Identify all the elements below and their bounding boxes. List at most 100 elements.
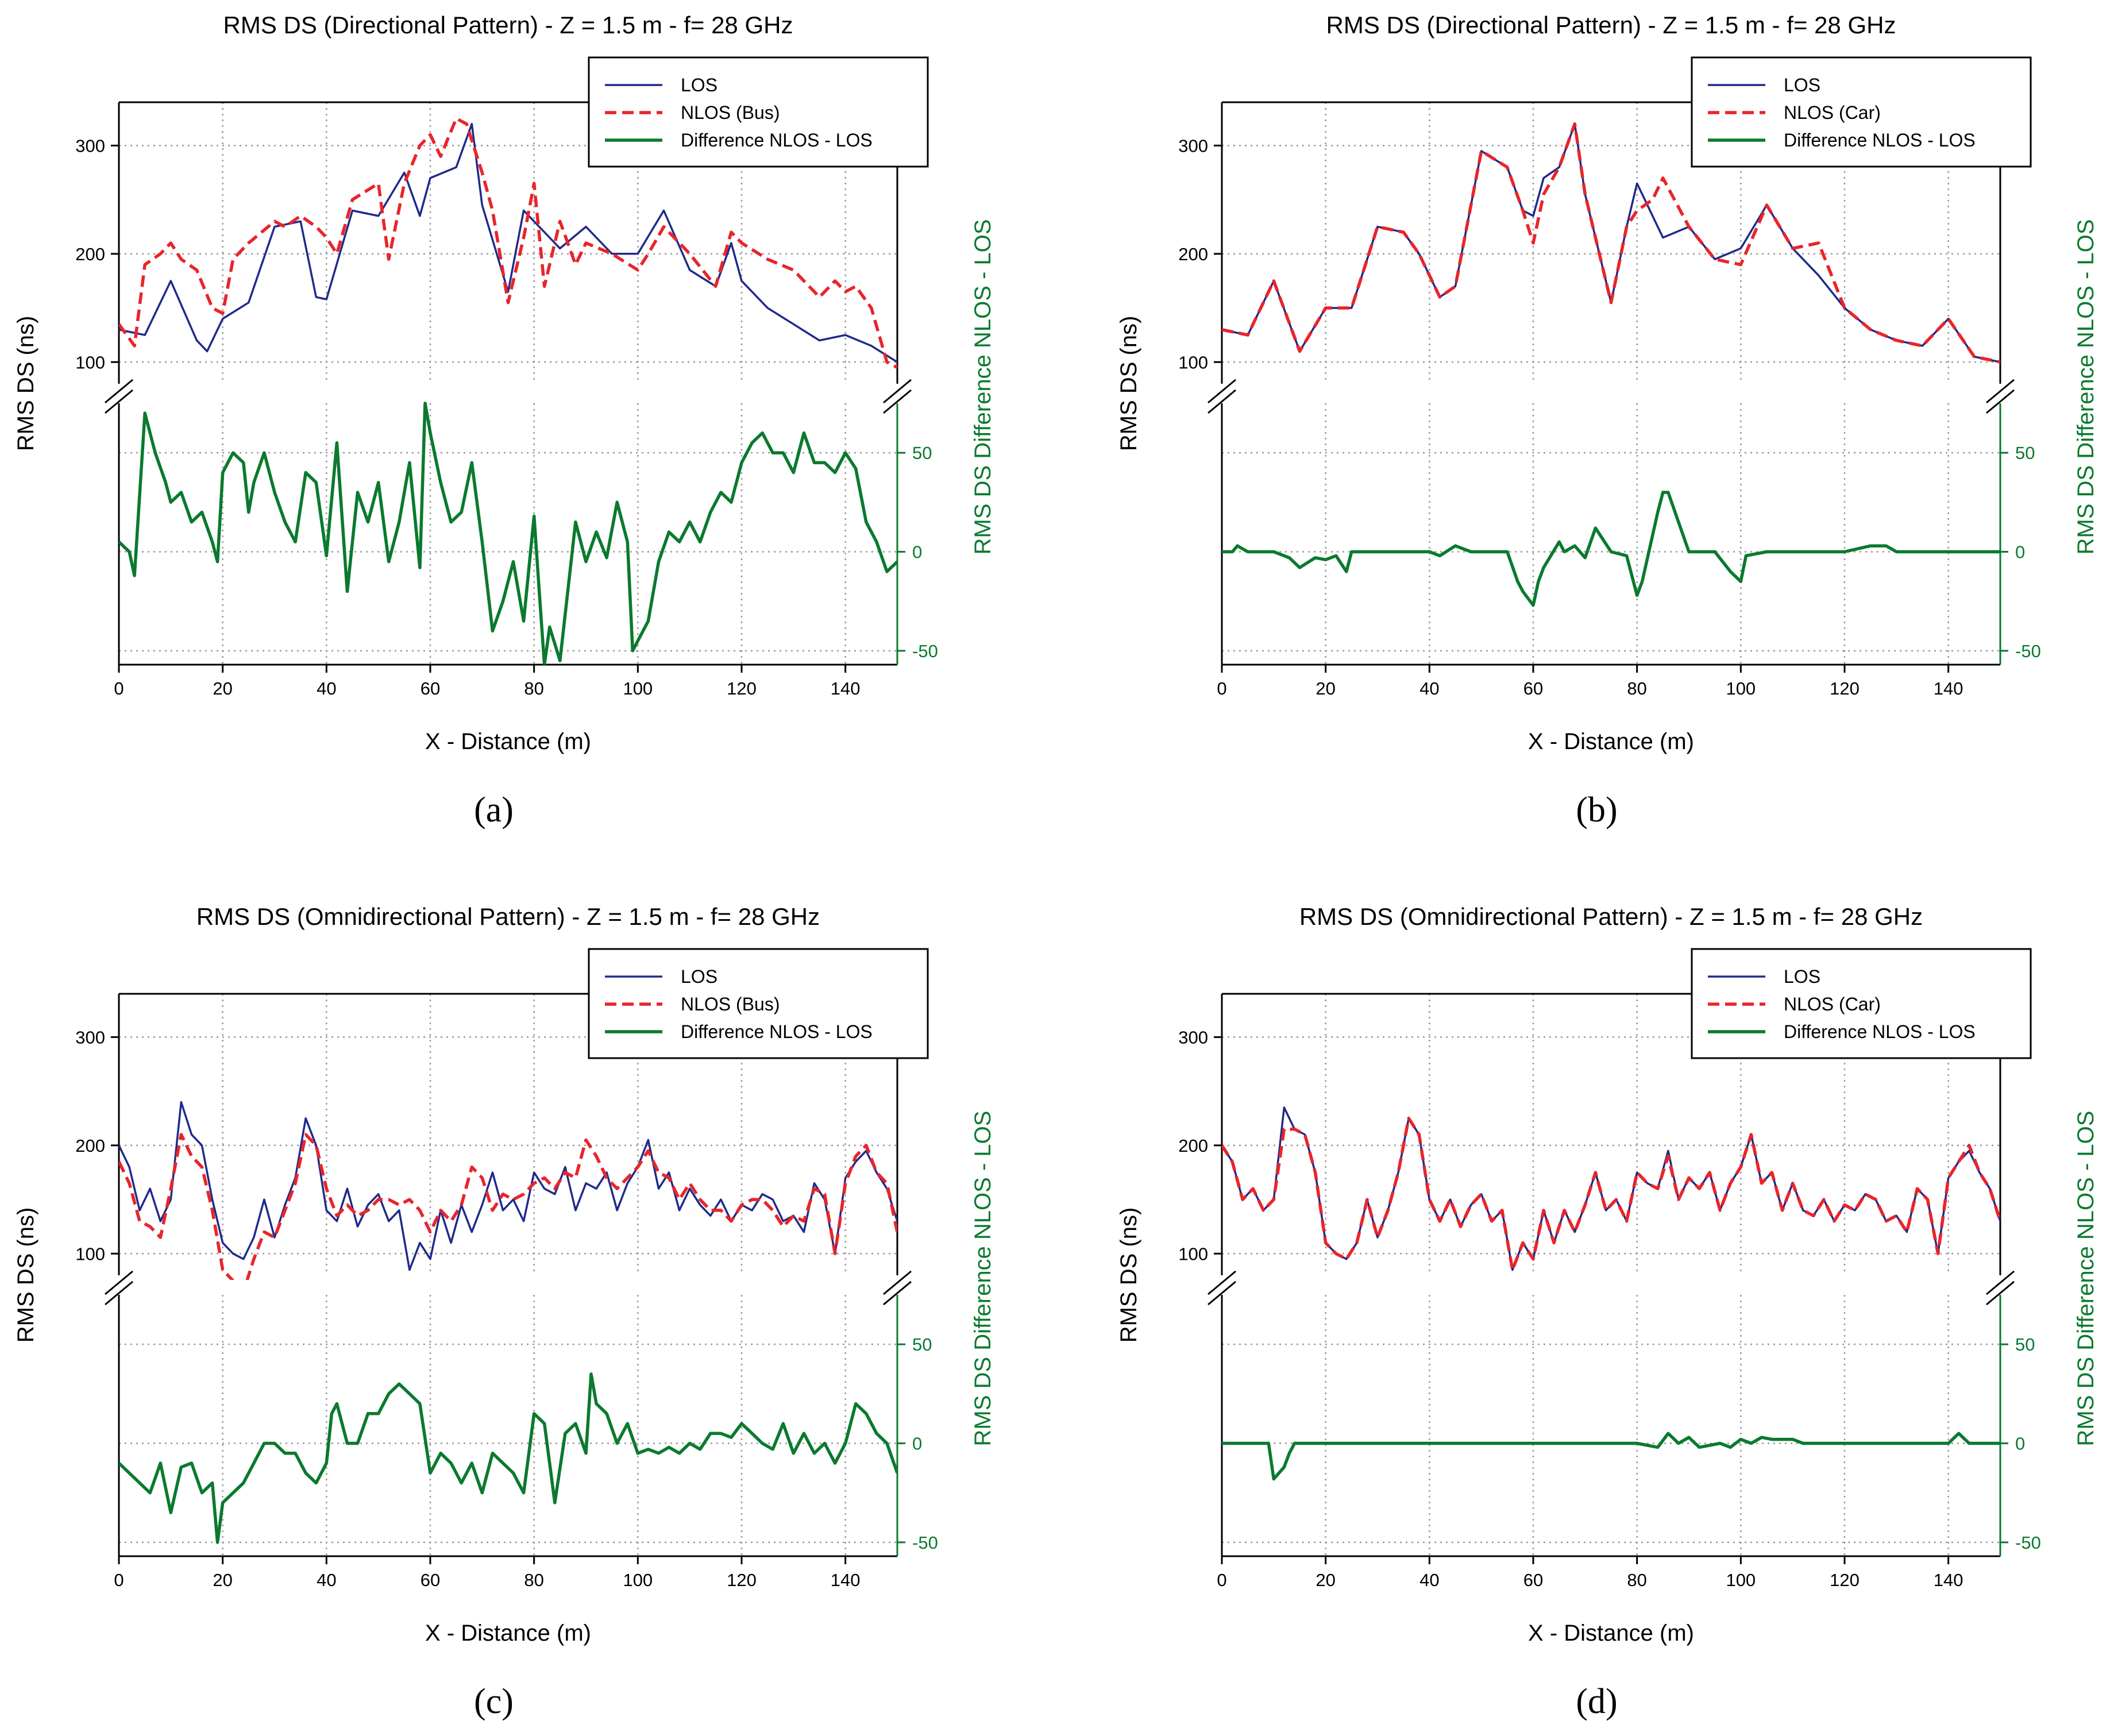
axis-break-left	[105, 1270, 133, 1295]
axis-break-right	[1986, 389, 2015, 414]
series-line-difference	[119, 402, 897, 665]
x-tick-label: 60	[421, 678, 440, 699]
y-tick-label-left: 300	[1178, 1027, 1208, 1047]
x-tick-label: 40	[317, 1570, 336, 1590]
panel-caption: (a)	[474, 790, 514, 830]
legend-entry: LOS	[1784, 966, 1820, 987]
y-tick-label-right: 0	[2015, 542, 2025, 562]
x-tick-label: 80	[1627, 1570, 1646, 1590]
axis-break-right	[883, 389, 912, 414]
y-axis-label-right: RMS DS Difference NLOS - LOS	[2073, 219, 2098, 555]
chart-panel-d: RMS DS (Omnidirectional Pattern) - Z = 1…	[1116, 903, 2098, 1721]
y-axis-label-right: RMS DS Difference NLOS - LOS	[970, 219, 996, 555]
y-tick-label-right: 50	[2015, 443, 2035, 463]
x-tick-label: 80	[1627, 678, 1646, 699]
axis-break-right	[1986, 1280, 2015, 1306]
y-tick-label-left: 300	[1178, 136, 1208, 156]
y-tick-label-right: -50	[912, 641, 938, 661]
y-axis-label-right: RMS DS Difference NLOS - LOS	[2073, 1111, 2098, 1446]
y-tick-label-right: -50	[912, 1533, 938, 1553]
x-tick-label: 80	[524, 1570, 543, 1590]
y-tick-label-right: -50	[2015, 1533, 2041, 1553]
axis-break-left	[1208, 379, 1236, 404]
y-tick-label-right: 0	[912, 1434, 922, 1454]
axis-break-left	[1208, 389, 1236, 414]
y-axis-label: RMS DS (ns)	[13, 1208, 38, 1343]
y-tick-label-left: 100	[75, 1244, 105, 1264]
legend-entry: Difference NLOS - LOS	[1784, 130, 1976, 151]
x-tick-label: 100	[623, 1570, 653, 1590]
y-tick-label-right: -50	[2015, 641, 2041, 661]
y-tick-label-right: 0	[912, 542, 922, 562]
x-tick-label: 40	[1419, 1570, 1439, 1590]
x-tick-label: 0	[1217, 678, 1226, 699]
x-tick-label: 100	[623, 678, 653, 699]
chart-title: RMS DS (Directional Pattern) - Z = 1.5 m…	[223, 11, 793, 38]
chart-panel-b: RMS DS (Directional Pattern) - Z = 1.5 m…	[1116, 11, 2098, 830]
axis-break-right	[883, 379, 912, 404]
x-tick-label: 20	[1316, 678, 1335, 699]
legend-entry: Difference NLOS - LOS	[681, 130, 873, 151]
series-line-difference	[119, 1372, 897, 1544]
x-tick-label: 60	[1523, 1570, 1543, 1590]
y-tick-label-right: 50	[2015, 1334, 2035, 1355]
y-tick-label-left: 200	[75, 244, 105, 264]
chart-title: RMS DS (Omnidirectional Pattern) - Z = 1…	[1299, 903, 1923, 930]
x-tick-label: 140	[831, 678, 861, 699]
axis-break-left	[1208, 1270, 1236, 1295]
legend-entry: NLOS (Car)	[1784, 102, 1881, 123]
y-tick-label-right: 50	[912, 1334, 932, 1355]
x-tick-label: 140	[831, 1570, 861, 1590]
x-tick-label: 0	[1217, 1570, 1226, 1590]
y-tick-label-left: 300	[75, 136, 105, 156]
x-tick-label: 0	[114, 1570, 124, 1590]
x-tick-label: 20	[213, 1570, 232, 1590]
y-tick-label-left: 100	[1178, 352, 1208, 372]
y-tick-label-left: 100	[75, 352, 105, 372]
x-tick-label: 20	[213, 678, 232, 699]
legend-entry: Difference NLOS - LOS	[1784, 1021, 1976, 1042]
x-tick-label: 140	[1934, 678, 1963, 699]
x-tick-label: 140	[1934, 1570, 1963, 1590]
y-tick-label-right: 0	[2015, 1434, 2025, 1454]
series-line-nlos	[1222, 1116, 2000, 1272]
x-tick-label: 120	[727, 1570, 757, 1590]
axis-break-right	[1986, 1270, 2015, 1295]
panel-caption: (b)	[1576, 790, 1617, 830]
y-axis-label: RMS DS (ns)	[13, 316, 38, 452]
y-axis-label: RMS DS (ns)	[1116, 1208, 1141, 1343]
axis-break-left	[105, 379, 133, 404]
legend-entry: LOS	[681, 75, 717, 95]
y-tick-label-right: 50	[912, 443, 932, 463]
axis-break-right	[1986, 379, 2015, 404]
series-line-los	[1222, 1106, 2000, 1271]
y-tick-label-left: 100	[1178, 1244, 1208, 1264]
x-tick-label: 60	[1523, 678, 1543, 699]
x-tick-label: 120	[1830, 1570, 1860, 1590]
x-tick-label: 20	[1316, 1570, 1335, 1590]
legend-entry: LOS	[681, 966, 717, 987]
x-tick-label: 100	[1726, 678, 1756, 699]
series-line-difference	[1222, 491, 2000, 607]
y-tick-label-left: 200	[75, 1136, 105, 1156]
x-tick-label: 120	[727, 678, 757, 699]
chart-panel-c: RMS DS (Omnidirectional Pattern) - Z = 1…	[13, 903, 996, 1721]
panel-caption: (c)	[474, 1682, 514, 1721]
axis-break-right	[883, 1270, 912, 1295]
legend-entry: NLOS (Bus)	[681, 102, 780, 123]
series-line-nlos	[1222, 122, 2000, 364]
series-line-nlos	[119, 1133, 897, 1280]
series-line-nlos	[119, 117, 897, 369]
axis-break-left	[1208, 1280, 1236, 1306]
y-tick-label-left: 200	[1178, 244, 1208, 264]
x-tick-label: 40	[317, 678, 336, 699]
y-tick-label-left: 200	[1178, 1136, 1208, 1156]
y-tick-label-left: 300	[75, 1027, 105, 1047]
x-tick-label: 40	[1419, 678, 1439, 699]
chart-panel-a: RMS DS (Directional Pattern) - Z = 1.5 m…	[13, 11, 996, 830]
series-line-los	[119, 122, 897, 363]
x-axis-label: X - Distance (m)	[425, 729, 591, 754]
series-line-difference	[1222, 1432, 2000, 1481]
x-axis-label: X - Distance (m)	[425, 1621, 591, 1646]
